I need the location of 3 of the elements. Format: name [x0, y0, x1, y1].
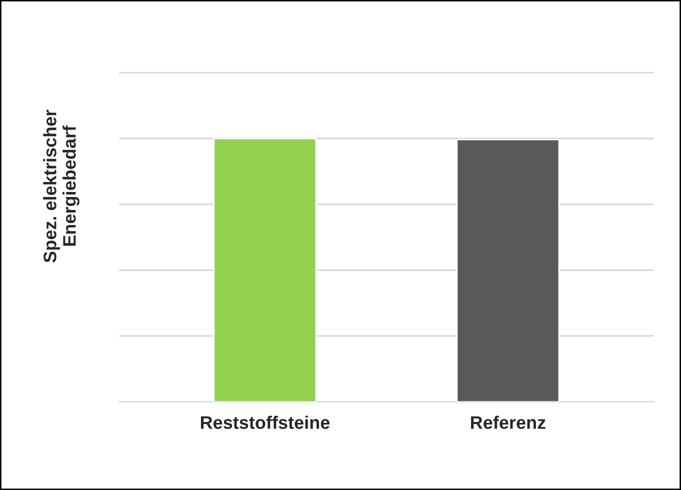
x-tick-label: Reststoffsteine	[200, 416, 330, 429]
x-tick-label: Referenz	[471, 416, 546, 429]
y-axis-title: Spez. elektrischer Energiebedarf	[43, 110, 80, 262]
